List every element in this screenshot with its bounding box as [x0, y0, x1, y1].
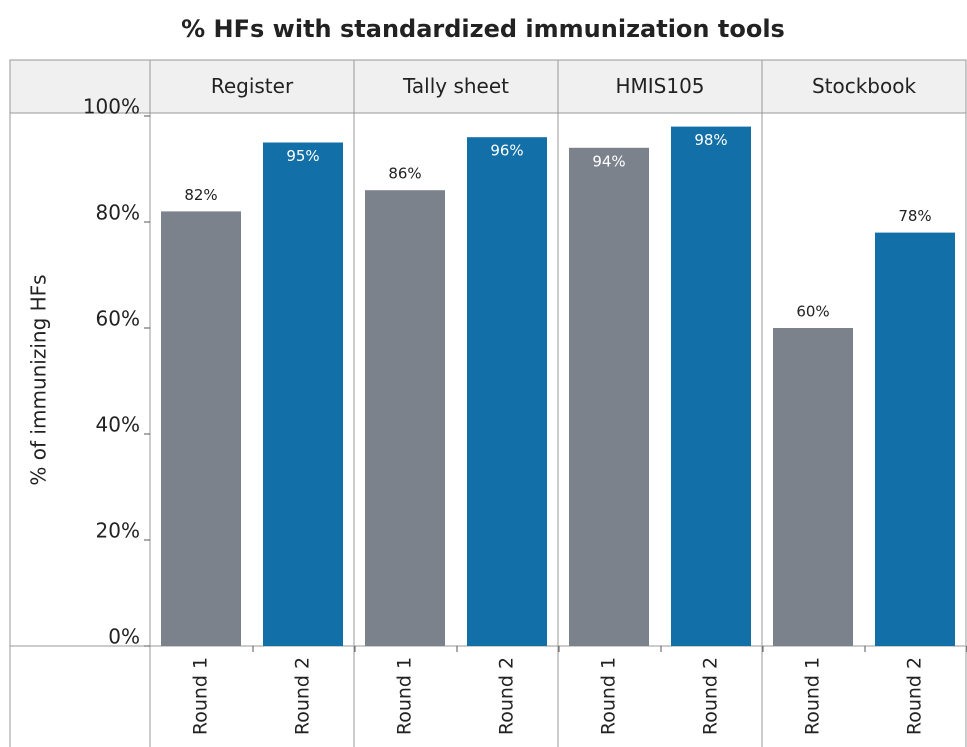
value-label: 86% [388, 165, 421, 183]
bar [671, 126, 751, 647]
value-label: 98% [694, 131, 727, 149]
x-tick-label: Round 1 [598, 657, 620, 735]
bar [875, 232, 955, 646]
y-axis-label: % of immunizing HFs [27, 274, 51, 485]
bar [161, 211, 241, 646]
x-tick-label: Round 2 [496, 657, 518, 735]
chart-title: % HFs with standardized immunization too… [181, 15, 785, 43]
value-label: 60% [796, 303, 829, 321]
bar [365, 190, 445, 646]
x-tick-label: Round 1 [802, 657, 824, 735]
bar [773, 328, 853, 646]
x-tick-label: Round 1 [190, 657, 212, 735]
value-label: 94% [592, 152, 625, 170]
y-tick-label: 40% [96, 413, 140, 437]
x-tick-label: Round 2 [292, 657, 314, 735]
header-background [9, 59, 967, 114]
y-tick-label: 0% [108, 625, 140, 649]
y-tick-label: 80% [96, 201, 140, 225]
bar [263, 142, 343, 646]
value-label: 95% [286, 147, 319, 165]
panel-label: Stockbook [812, 74, 917, 98]
frame [9, 59, 967, 747]
y-tick-label: 60% [96, 307, 140, 331]
bar [569, 147, 649, 647]
bar [467, 137, 547, 646]
y-tick-label: 20% [96, 519, 140, 543]
panel-label: Register [211, 74, 294, 98]
x-tick-label: Round 1 [394, 657, 416, 735]
value-label: 82% [184, 186, 217, 204]
value-label: 96% [490, 142, 523, 160]
panel-label: Tally sheet [402, 74, 509, 98]
y-tick-label: 100% [83, 95, 140, 119]
value-label: 78% [898, 207, 931, 225]
x-tick-label: Round 2 [700, 657, 722, 735]
x-tick-label: Round 2 [904, 657, 926, 735]
panel-label: HMIS105 [615, 74, 704, 98]
